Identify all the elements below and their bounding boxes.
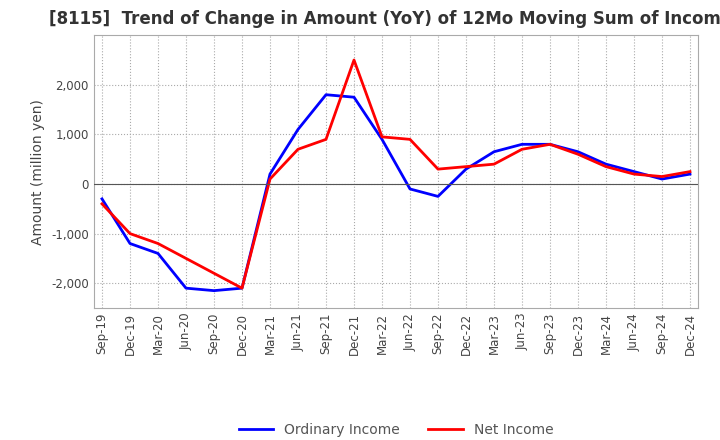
Net Income	[546, 142, 554, 147]
Net Income	[433, 166, 442, 172]
Net Income	[181, 256, 190, 261]
Net Income	[153, 241, 162, 246]
Net Income	[630, 172, 639, 177]
Title: [8115]  Trend of Change in Amount (YoY) of 12Mo Moving Sum of Incomes: [8115] Trend of Change in Amount (YoY) o…	[50, 10, 720, 28]
Ordinary Income	[210, 288, 218, 293]
Line: Net Income: Net Income	[102, 60, 690, 288]
Net Income	[294, 147, 302, 152]
Ordinary Income	[602, 161, 611, 167]
Ordinary Income	[685, 172, 694, 177]
Ordinary Income	[126, 241, 135, 246]
Ordinary Income	[546, 142, 554, 147]
Net Income	[238, 286, 246, 291]
Ordinary Income	[433, 194, 442, 199]
Ordinary Income	[322, 92, 330, 97]
Line: Ordinary Income: Ordinary Income	[102, 95, 690, 291]
Net Income	[685, 169, 694, 174]
Net Income	[490, 161, 498, 167]
Y-axis label: Amount (million yen): Amount (million yen)	[32, 99, 45, 245]
Ordinary Income	[518, 142, 526, 147]
Ordinary Income	[630, 169, 639, 174]
Ordinary Income	[266, 172, 274, 177]
Ordinary Income	[181, 286, 190, 291]
Net Income	[574, 152, 582, 157]
Net Income	[126, 231, 135, 236]
Ordinary Income	[238, 286, 246, 291]
Ordinary Income	[462, 166, 470, 172]
Ordinary Income	[405, 186, 414, 191]
Net Income	[266, 176, 274, 182]
Net Income	[462, 164, 470, 169]
Net Income	[602, 164, 611, 169]
Net Income	[98, 201, 107, 206]
Net Income	[518, 147, 526, 152]
Net Income	[657, 174, 666, 179]
Ordinary Income	[378, 137, 387, 142]
Net Income	[378, 134, 387, 139]
Ordinary Income	[350, 95, 359, 100]
Ordinary Income	[657, 176, 666, 182]
Net Income	[405, 137, 414, 142]
Net Income	[350, 57, 359, 62]
Ordinary Income	[98, 196, 107, 202]
Ordinary Income	[153, 251, 162, 256]
Ordinary Income	[490, 149, 498, 154]
Ordinary Income	[574, 149, 582, 154]
Net Income	[210, 271, 218, 276]
Ordinary Income	[294, 127, 302, 132]
Legend: Ordinary Income, Net Income: Ordinary Income, Net Income	[233, 418, 559, 440]
Net Income	[322, 137, 330, 142]
